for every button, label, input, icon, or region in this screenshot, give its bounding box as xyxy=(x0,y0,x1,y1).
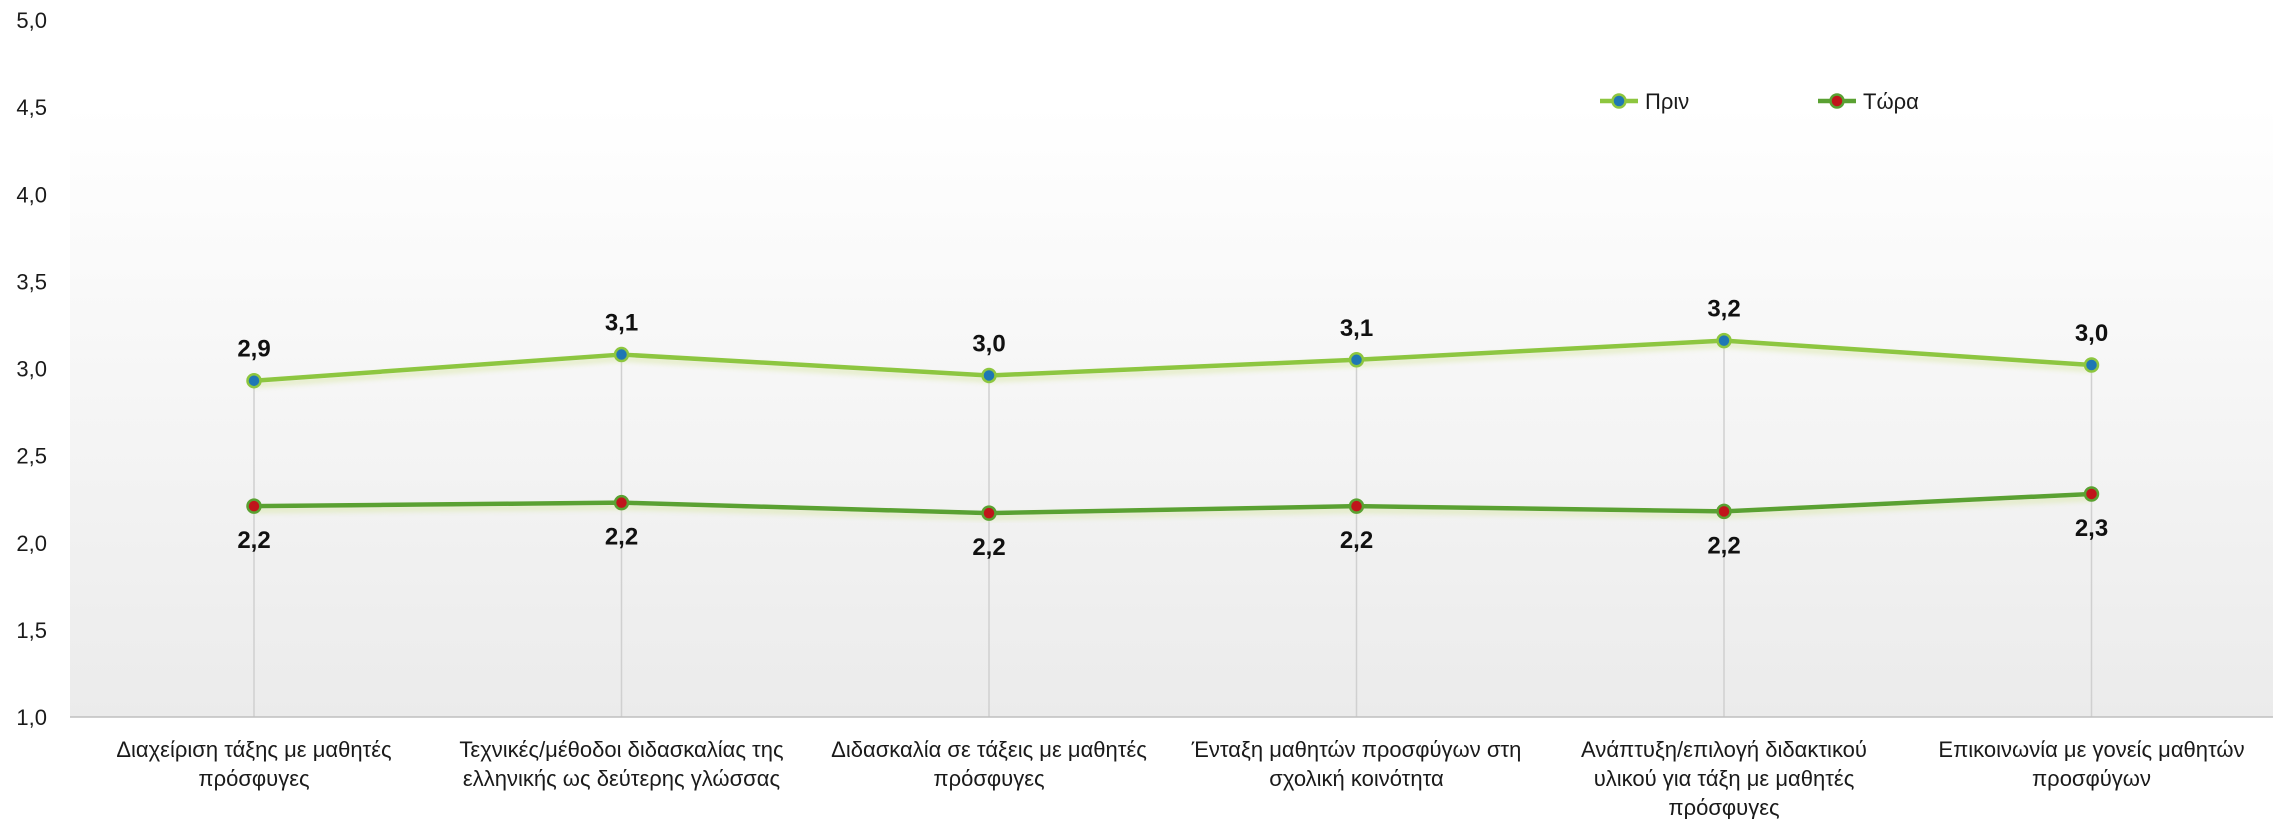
data-point-marker xyxy=(1716,503,1732,520)
data-point-marker xyxy=(613,494,630,511)
series-markers xyxy=(246,332,2100,521)
y-tick-label: 2,0 xyxy=(16,531,47,556)
x-category-label-line: υλικού για τάξη με μαθητές xyxy=(1594,766,1855,791)
data-point-marker xyxy=(613,346,630,363)
data-point-marker xyxy=(981,505,997,521)
data-labels: 2,9 3,1 3,0 3,1 3,2 3,0 2,2 2,2 2,2 2,2 2,2 2,3 xyxy=(237,296,2108,562)
x-category-label-line: ελληνικής ως δεύτερης γλώσσας xyxy=(463,766,780,791)
x-category-label-line: προσφύγων xyxy=(2032,766,2151,791)
y-tick-label: 4,0 xyxy=(16,182,47,207)
series-lines xyxy=(253,338,2092,516)
data-label: 3,0 xyxy=(972,330,1005,357)
data-label: 2,2 xyxy=(237,527,270,554)
x-axis-categories: Διαχείριση τάξης με μαθητές πρόσφυγες Τεχν… xyxy=(116,737,2244,819)
data-point-marker xyxy=(1348,498,1365,514)
x-category-label-line: Ένταξη μαθητών προσφύγων στη xyxy=(1191,737,1522,762)
y-tick-label: 3,0 xyxy=(16,357,47,382)
data-label: 3,1 xyxy=(1340,315,1373,342)
x-category-label-line: πρόσφυγες xyxy=(1668,795,1779,819)
x-category-label: Διαχείριση τάξης με μαθητές πρόσφυγες xyxy=(116,737,391,791)
data-label: 2,2 xyxy=(1707,532,1740,559)
data-point-marker xyxy=(2083,486,2100,502)
data-point-marker xyxy=(246,498,262,514)
data-label: 2,2 xyxy=(1340,527,1373,554)
legend-label: Τώρα xyxy=(1863,89,1919,114)
series-line-0 xyxy=(253,338,2092,383)
data-label: 2,9 xyxy=(237,336,270,363)
x-category-label: Ανάπτυξη/επιλογή διδακτικού υλικού για τά… xyxy=(1581,737,1867,819)
x-category-label: Τεχνικές/μέθοδοι διδασκαλίας της ελληνική… xyxy=(459,737,783,791)
legend-marker xyxy=(1829,93,1845,109)
legend: Πριν Τώρα xyxy=(1600,89,1919,114)
data-label: 2,2 xyxy=(972,534,1005,561)
x-category-label-line: Τεχνικές/μέθοδοι διδασκαλίας της xyxy=(459,737,783,762)
x-category-label: Επικοινωνία με γονείς μαθητών προσφύγων xyxy=(1938,737,2244,791)
series-line-1 xyxy=(253,491,2092,516)
y-tick-label: 1,0 xyxy=(16,705,47,730)
x-category-label-line: Ανάπτυξη/επιλογή διδακτικού xyxy=(1581,737,1867,762)
legend-label: Πριν xyxy=(1645,89,1689,114)
x-category-label: Ένταξη μαθητών προσφύγων στη σχολική κοιν… xyxy=(1191,737,1522,791)
x-category-label: Διδασκαλία σε τάξεις με μαθητές πρόσφυγες xyxy=(831,737,1147,791)
x-category-label-line: Διδασκαλία σε τάξεις με μαθητές xyxy=(831,737,1147,762)
x-category-label-line: πρόσφυγες xyxy=(933,766,1044,791)
data-point-marker xyxy=(246,372,262,389)
data-label: 2,2 xyxy=(605,524,638,551)
x-category-label-line: σχολική κοινότητα xyxy=(1269,766,1444,791)
x-category-label-line: Επικοινωνία με γονείς μαθητών xyxy=(1938,737,2244,762)
x-category-label-line: πρόσφυγες xyxy=(198,766,309,791)
y-tick-label: 3,5 xyxy=(16,269,47,294)
data-label: 2,3 xyxy=(2075,515,2108,542)
data-point-marker xyxy=(2083,357,2100,373)
y-axis-ticks: 1,0 1,5 2,0 2,5 3,0 3,5 4,0 4,5 5,0 xyxy=(16,8,47,730)
data-label: 3,1 xyxy=(605,310,638,337)
drop-lines xyxy=(253,340,2093,717)
y-tick-label: 4,5 xyxy=(16,95,47,120)
data-point-marker xyxy=(1348,352,1365,368)
data-label: 3,2 xyxy=(1707,296,1740,323)
legend-marker xyxy=(1611,93,1627,109)
y-tick-label: 2,5 xyxy=(16,444,47,469)
data-point-marker xyxy=(981,367,997,384)
data-point-marker xyxy=(1716,332,1732,349)
y-tick-label: 5,0 xyxy=(16,8,47,33)
data-label: 3,0 xyxy=(2075,320,2108,347)
y-tick-label: 1,5 xyxy=(16,618,47,643)
plot-background xyxy=(70,105,2273,717)
x-category-label-line: Διαχείριση τάξης με μαθητές xyxy=(116,737,391,762)
